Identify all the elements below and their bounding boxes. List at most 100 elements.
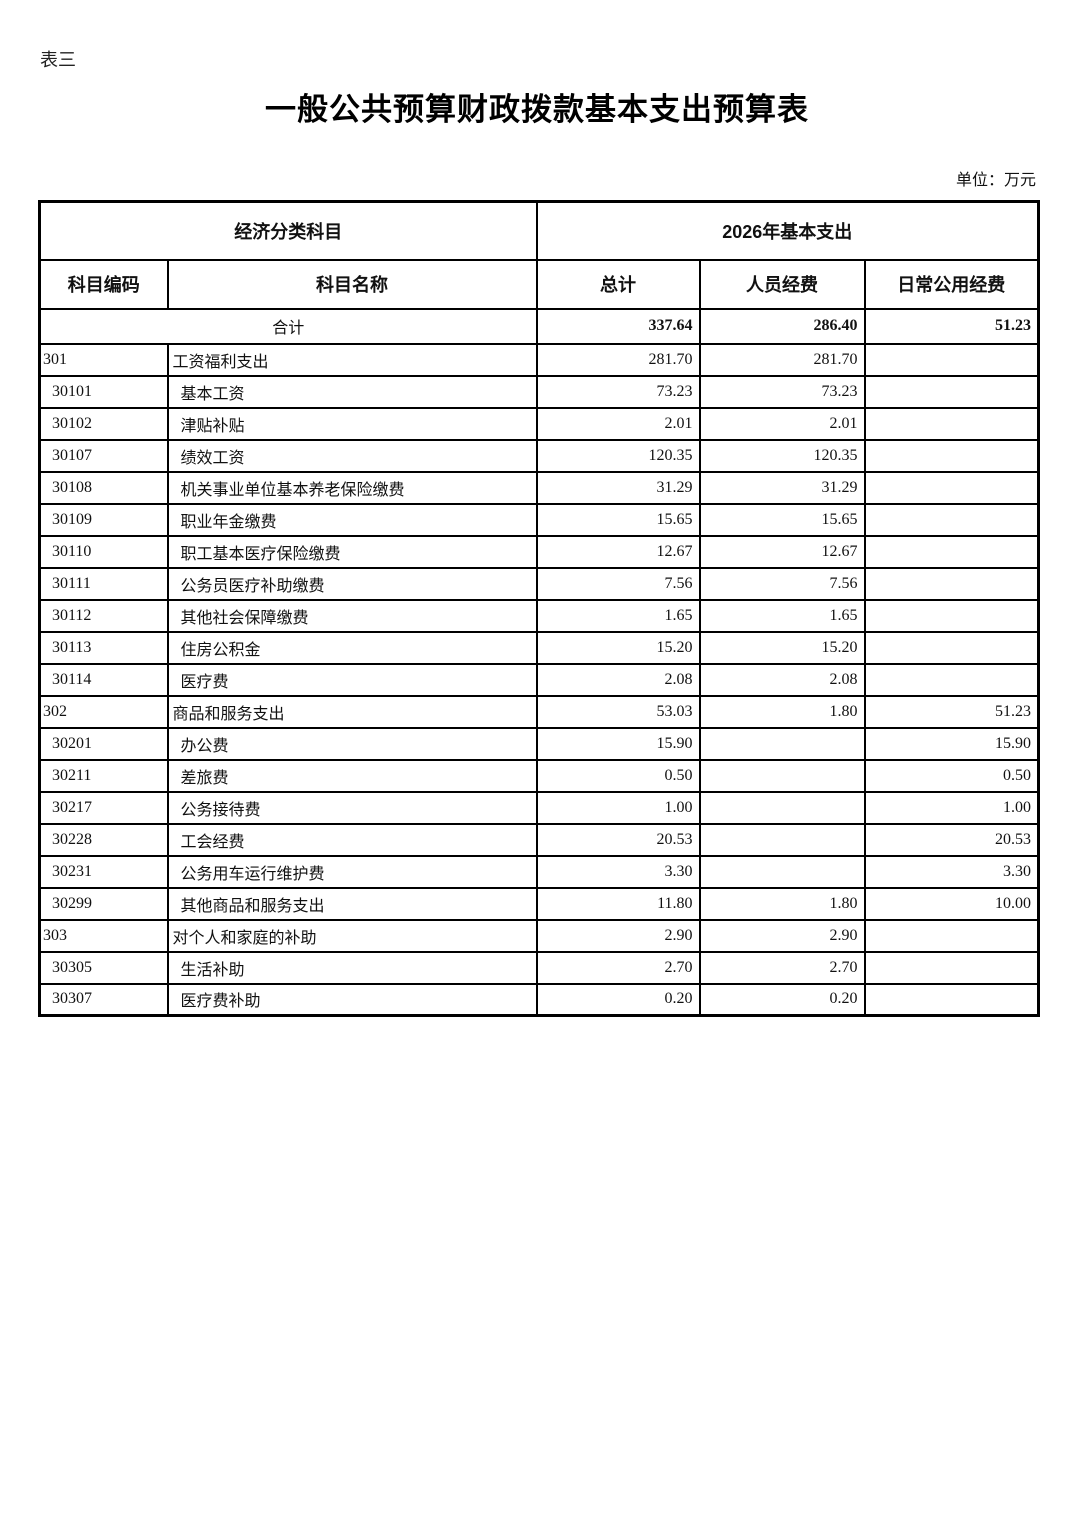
row-name-cell: 公务员医疗补助缴费 — [166, 566, 538, 601]
row-code-cell: 30217 — [38, 790, 169, 825]
row-code-cell: 30201 — [38, 726, 169, 761]
table-row: 301 工资福利支出 281.70 281.70 — [38, 342, 1040, 377]
row-code-cell: 302 — [38, 694, 169, 729]
row-daily-cell: 3.30 — [863, 854, 1040, 889]
row-total-cell: 15.20 — [535, 630, 701, 665]
row-code-cell: 30305 — [38, 950, 169, 985]
row-personnel-cell — [698, 726, 866, 761]
row-code-cell: 30114 — [38, 662, 169, 697]
summary-personnel: 286.40 — [698, 307, 866, 345]
row-personnel-cell: 0.20 — [698, 982, 866, 1017]
row-personnel-cell: 2.08 — [698, 662, 866, 697]
table-row: 30111 公务员医疗补助缴费 7.56 7.56 — [38, 566, 1040, 601]
row-total-cell: 0.20 — [535, 982, 701, 1017]
row-total-cell: 15.90 — [535, 726, 701, 761]
row-daily-cell — [863, 918, 1040, 953]
row-name-cell: 办公费 — [166, 726, 538, 761]
row-name-cell: 工会经费 — [166, 822, 538, 857]
row-name-cell: 其他商品和服务支出 — [166, 886, 538, 921]
row-daily-cell — [863, 342, 1040, 377]
header-columns-row: 科目编码 科目名称 总计 人员经费 日常公用经费 — [38, 258, 1040, 310]
row-total-cell: 31.29 — [535, 470, 701, 505]
row-name-cell: 机关事业单位基本养老保险缴费 — [166, 470, 538, 505]
row-name-cell: 绩效工资 — [166, 438, 538, 473]
row-code-cell: 30299 — [38, 886, 169, 921]
row-name-cell: 医疗费补助 — [166, 982, 538, 1017]
row-daily-cell — [863, 534, 1040, 569]
unit-note: 单位：万元 — [955, 172, 1036, 189]
row-daily-cell: 20.53 — [863, 822, 1040, 857]
row-code-cell: 30231 — [38, 854, 169, 889]
table-row: 30108 机关事业单位基本养老保险缴费 31.29 31.29 — [38, 470, 1040, 505]
table-row: 30217 公务接待费 1.00 1.00 — [38, 790, 1040, 825]
table-row: 30107 绩效工资 120.35 120.35 — [38, 438, 1040, 473]
header-col-total: 总计 — [535, 258, 701, 310]
table-row: 30201 办公费 15.90 15.90 — [38, 726, 1040, 761]
row-total-cell: 1.65 — [535, 598, 701, 633]
row-total-cell: 20.53 — [535, 822, 701, 857]
row-personnel-cell — [698, 758, 866, 793]
table-row: 30110 职工基本医疗保险缴费 12.67 12.67 — [38, 534, 1040, 569]
row-code-cell: 30113 — [38, 630, 169, 665]
row-name-cell: 商品和服务支出 — [166, 694, 538, 729]
row-total-cell: 73.23 — [535, 374, 701, 409]
row-daily-cell: 1.00 — [863, 790, 1040, 825]
row-personnel-cell: 1.65 — [698, 598, 866, 633]
header-col-code: 科目编码 — [38, 258, 169, 310]
row-personnel-cell: 31.29 — [698, 470, 866, 505]
row-code-cell: 301 — [38, 342, 169, 377]
row-total-cell: 2.90 — [535, 918, 701, 953]
table-row: 303 对个人和家庭的补助 2.90 2.90 — [38, 918, 1040, 953]
row-personnel-cell: 2.01 — [698, 406, 866, 441]
row-name-cell: 差旅费 — [166, 758, 538, 793]
header-col-name: 科目名称 — [166, 258, 538, 310]
row-personnel-cell: 73.23 — [698, 374, 866, 409]
table-row: 30102 津贴补贴 2.01 2.01 — [38, 406, 1040, 441]
row-name-cell: 住房公积金 — [166, 630, 538, 665]
row-code-cell: 30101 — [38, 374, 169, 409]
row-name-cell: 医疗费 — [166, 662, 538, 697]
row-daily-cell — [863, 662, 1040, 697]
row-name-cell: 公务接待费 — [166, 790, 538, 825]
row-total-cell: 7.56 — [535, 566, 701, 601]
budget-table: 经济分类科目 2026年基本支出 科目编码 科目名称 总计 人员经费 日常公用经… — [38, 200, 1041, 1017]
row-total-cell: 0.50 — [535, 758, 701, 793]
row-code-cell: 30211 — [38, 758, 169, 793]
header-col-daily: 日常公用经费 — [863, 258, 1040, 310]
row-code-cell: 30107 — [38, 438, 169, 473]
row-name-cell: 职工基本医疗保险缴费 — [166, 534, 538, 569]
row-total-cell: 2.08 — [535, 662, 701, 697]
row-personnel-cell: 2.90 — [698, 918, 866, 953]
summary-total: 337.64 — [535, 307, 701, 345]
row-daily-cell — [863, 982, 1040, 1017]
row-personnel-cell: 15.20 — [698, 630, 866, 665]
summary-row: 合计 337.64 286.40 51.23 — [38, 307, 1040, 345]
row-code-cell: 30112 — [38, 598, 169, 633]
summary-label: 合计 — [38, 307, 538, 345]
row-daily-cell — [863, 438, 1040, 473]
row-daily-cell: 15.90 — [863, 726, 1040, 761]
row-daily-cell — [863, 630, 1040, 665]
row-total-cell: 11.80 — [535, 886, 701, 921]
table-row: 30112 其他社会保障缴费 1.65 1.65 — [38, 598, 1040, 633]
row-code-cell: 30228 — [38, 822, 169, 857]
row-total-cell: 120.35 — [535, 438, 701, 473]
row-total-cell: 12.67 — [535, 534, 701, 569]
row-personnel-cell: 1.80 — [698, 886, 866, 921]
row-daily-cell: 10.00 — [863, 886, 1040, 921]
row-personnel-cell: 281.70 — [698, 342, 866, 377]
table-row: 30299 其他商品和服务支出 11.80 1.80 10.00 — [38, 886, 1040, 921]
row-personnel-cell: 7.56 — [698, 566, 866, 601]
row-total-cell: 15.65 — [535, 502, 701, 537]
row-total-cell: 2.70 — [535, 950, 701, 985]
row-code-cell: 30108 — [38, 470, 169, 505]
row-personnel-cell: 15.65 — [698, 502, 866, 537]
row-code-cell: 30307 — [38, 982, 169, 1017]
row-code-cell: 30111 — [38, 566, 169, 601]
summary-daily: 51.23 — [863, 307, 1040, 345]
table-body: 合计 337.64 286.40 51.23 301 工资福利支出 281.70 28… — [38, 307, 1040, 1017]
row-code-cell: 30109 — [38, 502, 169, 537]
row-code-cell: 30110 — [38, 534, 169, 569]
row-daily-cell — [863, 950, 1040, 985]
table-row: 302 商品和服务支出 53.03 1.80 51.23 — [38, 694, 1040, 729]
